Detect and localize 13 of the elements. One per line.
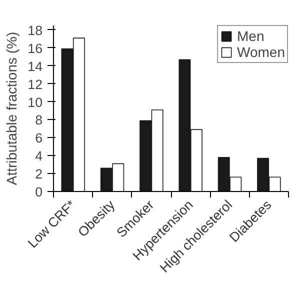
y-tick-label: 18 xyxy=(28,22,43,38)
y-tick-label: 10 xyxy=(28,94,43,110)
y-tick-label: 2 xyxy=(35,166,43,182)
y-tick-label: 12 xyxy=(28,76,43,92)
y-tick-label: 6 xyxy=(35,130,43,146)
legend-label: Men xyxy=(237,28,264,44)
y-tick-label: 0 xyxy=(35,184,43,200)
y-tick-label: 14 xyxy=(28,58,44,74)
y-tick-label: 4 xyxy=(35,148,44,164)
legend-label: Women xyxy=(237,44,285,60)
y-tick-label: 8 xyxy=(35,112,43,128)
y-tick-label: 16 xyxy=(28,40,43,56)
y-axis-title: Attributable fractions (%) xyxy=(4,32,20,186)
